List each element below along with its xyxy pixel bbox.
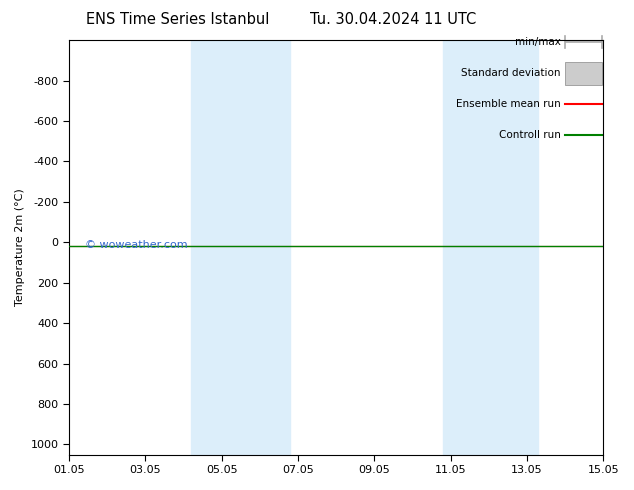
Text: ENS Time Series Istanbul: ENS Time Series Istanbul xyxy=(86,12,269,27)
Text: Standard deviation: Standard deviation xyxy=(461,68,560,78)
Bar xyxy=(191,40,290,455)
Text: min/max: min/max xyxy=(515,37,560,47)
Text: Controll run: Controll run xyxy=(498,130,560,141)
Text: © woweather.com: © woweather.com xyxy=(85,240,188,250)
Bar xyxy=(565,62,602,85)
Text: Tu. 30.04.2024 11 UTC: Tu. 30.04.2024 11 UTC xyxy=(310,12,476,27)
Y-axis label: Temperature 2m (°C): Temperature 2m (°C) xyxy=(15,189,25,306)
Bar xyxy=(443,40,538,455)
Text: Ensemble mean run: Ensemble mean run xyxy=(456,99,560,109)
